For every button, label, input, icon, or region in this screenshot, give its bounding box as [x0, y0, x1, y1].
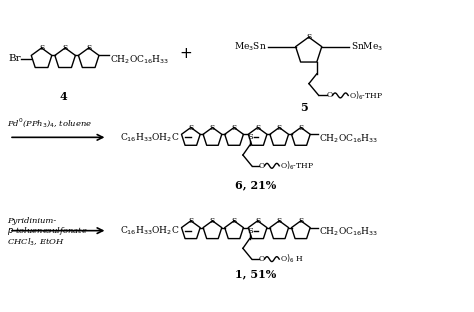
Text: S: S — [210, 124, 215, 132]
Text: 5: 5 — [300, 102, 308, 113]
Text: S: S — [298, 124, 303, 132]
Text: +: + — [180, 46, 192, 61]
Text: O: O — [327, 91, 333, 100]
Text: C$_{16}$H$_{33}$OH$_2$C: C$_{16}$H$_{33}$OH$_2$C — [120, 131, 180, 144]
Text: S: S — [247, 133, 253, 141]
Text: CH$_2$OC$_{16}$H$_{33}$: CH$_2$OC$_{16}$H$_{33}$ — [110, 53, 169, 66]
Text: S: S — [63, 44, 68, 52]
Text: S: S — [210, 217, 215, 225]
Text: 1, 51%: 1, 51% — [235, 268, 276, 279]
Text: 4: 4 — [59, 90, 67, 102]
Text: S: S — [39, 44, 44, 52]
Text: O$)_6$-THP: O$)_6$-THP — [349, 89, 383, 102]
Text: S: S — [231, 124, 237, 132]
Text: S: S — [277, 124, 282, 132]
Text: Pyridinium-: Pyridinium- — [7, 217, 56, 225]
Text: CH$_2$OC$_{16}$H$_{33}$: CH$_2$OC$_{16}$H$_{33}$ — [319, 132, 378, 144]
Text: S: S — [255, 217, 260, 225]
Text: Pd$^0$(PPh$_3$)$_4$, toluene: Pd$^0$(PPh$_3$)$_4$, toluene — [7, 117, 92, 130]
Text: S: S — [231, 217, 237, 225]
Text: C$_{16}$H$_{33}$OH$_2$C: C$_{16}$H$_{33}$OH$_2$C — [120, 224, 180, 237]
Text: S: S — [188, 124, 193, 132]
Text: S: S — [247, 227, 253, 235]
Text: S: S — [188, 217, 193, 225]
Text: S: S — [255, 124, 260, 132]
Text: Br: Br — [8, 54, 21, 63]
Text: $p$-toluenesulfonate: $p$-toluenesulfonate — [7, 225, 88, 236]
Text: O$)_6$ H: O$)_6$ H — [280, 253, 304, 266]
Text: O: O — [259, 162, 265, 170]
Text: O: O — [259, 255, 265, 263]
Text: CH$_2$OC$_{16}$H$_{33}$: CH$_2$OC$_{16}$H$_{33}$ — [319, 225, 378, 238]
Text: 6, 21%: 6, 21% — [235, 179, 276, 190]
Text: CHCl$_3$, EtOH: CHCl$_3$, EtOH — [7, 237, 65, 248]
Text: S: S — [298, 217, 303, 225]
Text: O$)_6$-THP: O$)_6$-THP — [280, 159, 314, 172]
Text: S: S — [277, 217, 282, 225]
Text: Me$_3$Sn: Me$_3$Sn — [234, 41, 266, 53]
Text: S: S — [306, 33, 311, 41]
Text: SnMe$_3$: SnMe$_3$ — [351, 41, 383, 53]
Text: S: S — [86, 44, 91, 52]
